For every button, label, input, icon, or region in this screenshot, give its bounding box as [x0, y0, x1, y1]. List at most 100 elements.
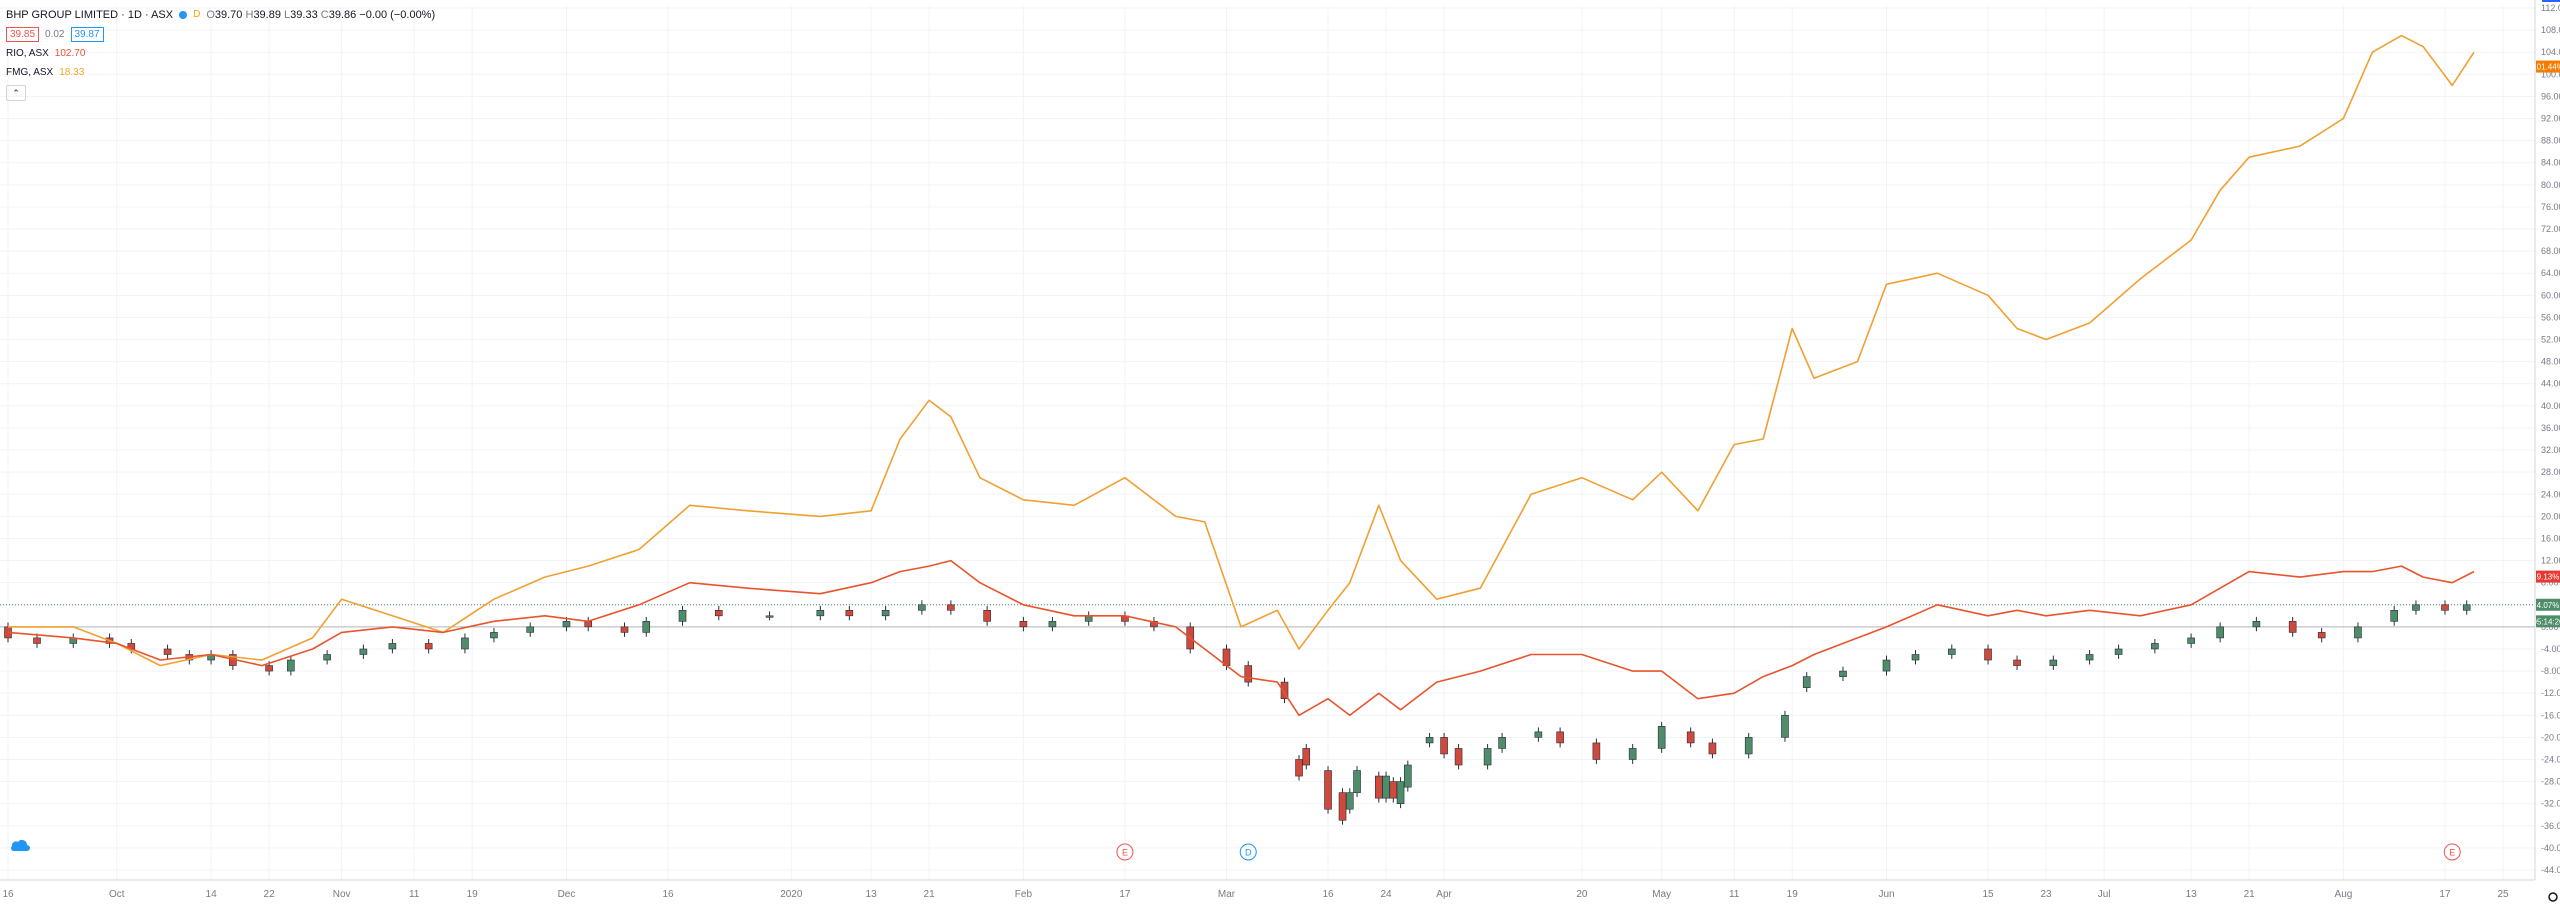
close-label: C	[320, 9, 329, 21]
y-tick-label: 84.00%	[2541, 158, 2560, 168]
compare-row-rio[interactable]: RIO, ASX 102.70	[6, 47, 435, 61]
candle-body	[1374, 775, 1383, 799]
x-tick-label: Aug	[2335, 889, 2353, 900]
candle-body	[1483, 748, 1492, 766]
candle-body	[2354, 626, 2362, 639]
fmg-line	[8, 34, 2475, 667]
ohlc-values: O39.70 H39.89 L39.33 C39.86 −0.00 (−0.00…	[206, 8, 435, 22]
candle-body	[388, 643, 397, 650]
candle-body	[2114, 648, 2123, 655]
collapse-row: ⌃	[6, 85, 435, 101]
candle-body	[2288, 621, 2297, 633]
candle-body	[2317, 632, 2326, 639]
candle-body	[1984, 648, 1992, 661]
x-tick-label: Jul	[2098, 889, 2111, 900]
candle-body	[2151, 643, 2159, 650]
low-label: L	[284, 9, 291, 21]
event-marker[interactable]	[1116, 843, 1134, 861]
event-marker-label: E	[1122, 848, 1128, 858]
candle-body	[2013, 659, 2021, 666]
dividends-label: D	[193, 9, 201, 20]
y-tick-label: -12.00%	[2541, 688, 2560, 698]
y-tick-label: -40.00%	[2541, 843, 2560, 853]
high-value: 39.89	[253, 9, 281, 21]
y-tick-label: 64.00%	[2541, 268, 2560, 278]
fmg-price-tag-bg	[2536, 60, 2560, 73]
y-tick-label: 36.00%	[2541, 423, 2560, 433]
high-label: H	[245, 9, 254, 21]
candle-body	[1498, 737, 1506, 749]
y-tick-label: -32.00%	[2541, 799, 2560, 809]
cloud-icon[interactable]	[11, 840, 30, 851]
spread-value: 0.02	[45, 28, 65, 40]
candle-body	[163, 648, 172, 655]
x-tick-label: 17	[1119, 889, 1131, 900]
chevron-up-icon[interactable]: ⌃	[6, 85, 26, 101]
x-tick-label: Apr	[1436, 889, 1452, 900]
x-tick-label: May	[1652, 889, 1671, 900]
bid-price[interactable]: 39.85	[6, 27, 40, 42]
compare-row-fmg[interactable]: FMG, ASX 18.33	[6, 66, 435, 80]
candle-body	[881, 609, 890, 617]
candle-body	[1396, 781, 1405, 804]
candle-body	[1556, 731, 1564, 744]
candle-body	[2187, 637, 2195, 644]
candle-body	[1425, 737, 1434, 744]
ask-price[interactable]: 39.87	[70, 27, 104, 42]
candle-body	[1744, 737, 1753, 755]
candle-body	[2390, 609, 2399, 622]
x-tick-label: 21	[924, 889, 936, 900]
rio-price-tag-bg	[2536, 570, 2560, 583]
candle-body	[1781, 714, 1789, 738]
candle-body	[526, 626, 535, 633]
close-value: 39.86	[328, 9, 357, 21]
event-marker[interactable]	[2443, 843, 2461, 861]
compare-name: FMG, ASX	[6, 67, 54, 78]
candle-body	[1454, 748, 1463, 766]
candle-body	[2216, 626, 2224, 639]
candle-body	[287, 659, 295, 672]
y-tick-label: -16.00%	[2541, 710, 2560, 720]
candle-body	[714, 609, 723, 617]
x-tick-label: Jun	[1878, 889, 1894, 900]
x-tick-label: Nov	[333, 889, 351, 900]
candle-body	[1911, 654, 1920, 661]
open-value: 39.70	[214, 9, 243, 21]
fmg-price-tag: 101.44%	[2532, 63, 2560, 72]
candle-body	[1839, 670, 1847, 677]
candle-body	[1592, 742, 1601, 760]
candle-body	[490, 632, 498, 639]
top-edge-indicator	[2542, 0, 2560, 2]
y-tick-label: 104.00%	[2541, 47, 2560, 57]
gear-icon[interactable]	[2548, 892, 2558, 902]
candle-body	[2049, 659, 2058, 666]
y-tick-label: 40.00%	[2541, 401, 2560, 411]
candle-body	[1802, 676, 1811, 688]
candle-body	[1534, 731, 1543, 738]
event-marker[interactable]	[1239, 843, 1257, 861]
candle-body	[2462, 604, 2471, 611]
y-tick-label: 12.00%	[2541, 556, 2560, 566]
y-tick-label: 8.00%	[2541, 578, 2560, 588]
candle-body	[1084, 615, 1093, 622]
x-tick-label: 13	[866, 889, 878, 900]
symbol-title[interactable]: BHP GROUP LIMITED · 1D · ASX	[6, 9, 174, 21]
candle-body	[947, 604, 955, 611]
rio-line	[7, 559, 2475, 717]
y-tick-label: -28.00%	[2541, 777, 2560, 787]
y-tick-label: 100.00%	[2541, 69, 2560, 79]
y-tick-label: 88.00%	[2541, 136, 2560, 146]
compare-value: 102.70	[54, 48, 86, 59]
candle-body	[323, 654, 331, 661]
y-tick-label: 96.00%	[2541, 91, 2560, 101]
candle-body	[845, 609, 854, 617]
candle-body	[765, 615, 774, 618]
candle-body	[1440, 737, 1448, 755]
candle-body	[562, 621, 571, 628]
y-tick-label: -4.00%	[2541, 644, 2560, 654]
candle-body	[1280, 681, 1289, 700]
rio-price-tag: 9.13%	[2537, 573, 2560, 582]
y-tick-label: 112.00%	[2541, 3, 2560, 13]
